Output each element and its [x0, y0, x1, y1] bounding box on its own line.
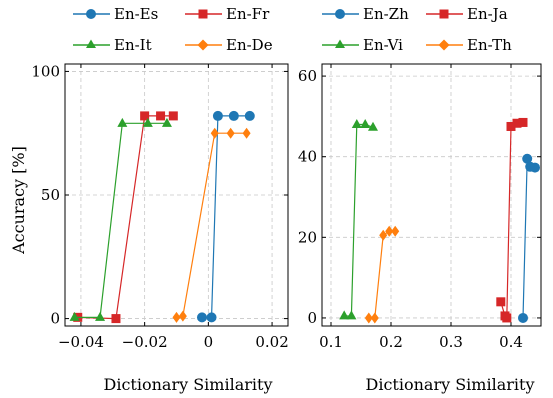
- legend-entry: En-Th: [426, 36, 512, 54]
- data-point: [161, 117, 172, 127]
- legend-label: En-Ja: [467, 5, 508, 23]
- x-tick-label: −0.04: [58, 333, 104, 351]
- y-tick-label: 40: [298, 148, 317, 166]
- x-tick-label: 0.4: [499, 333, 523, 351]
- legend-label: En-Th: [467, 36, 512, 54]
- data-point: [370, 312, 379, 324]
- data-point: [346, 310, 357, 320]
- y-tick-label: 0: [50, 310, 60, 328]
- square-marker-icon: [439, 9, 449, 19]
- data-point: [518, 312, 528, 323]
- data-point: [522, 153, 533, 164]
- data-point: [212, 110, 223, 121]
- x-axis-label-left: Dictionary Similarity: [104, 375, 273, 394]
- diamond-marker-icon: [197, 39, 209, 51]
- data-point: [379, 229, 388, 241]
- data-point: [496, 297, 506, 307]
- y-axis-label: Accuracy [%]: [9, 146, 28, 255]
- series-line-en-de: [176, 132, 247, 318]
- legend-label: En-It: [114, 36, 152, 54]
- x-tick-label: 0.02: [255, 333, 288, 351]
- data-point: [206, 312, 217, 323]
- data-point: [385, 225, 394, 237]
- series-line-en-vi: [344, 123, 374, 317]
- y-tick-label: 100: [31, 62, 60, 80]
- data-point: [530, 162, 540, 173]
- data-point: [142, 117, 153, 127]
- data-point: [178, 310, 187, 322]
- data-point: [95, 311, 106, 321]
- data-point: [228, 110, 239, 121]
- data-point: [360, 118, 371, 128]
- data-point: [226, 127, 235, 139]
- data-point: [196, 312, 207, 323]
- series-line-en-ja: [500, 121, 524, 320]
- triangle-marker-icon: [86, 39, 96, 48]
- data-point: [506, 121, 516, 131]
- x-axis-label-right: Dictionary Similarity: [366, 375, 535, 394]
- series-line-en-zh: [522, 158, 536, 318]
- data-point: [140, 111, 150, 121]
- circle-marker-icon: [86, 9, 96, 19]
- legend-right: En-Zh En-Ja En-Vi En-Th: [322, 5, 512, 54]
- data-point: [502, 313, 512, 323]
- data-point: [210, 127, 219, 139]
- data-point: [244, 110, 255, 121]
- legend-label: En-Vi: [363, 36, 403, 54]
- square-marker-icon: [198, 9, 208, 19]
- data-point: [111, 314, 121, 324]
- legend-entry: En-Vi: [322, 36, 403, 54]
- data-point: [242, 127, 251, 139]
- data-point: [351, 118, 362, 128]
- plot-panel-left: −0.04 −0.02 0 0.02 0 50 100: [31, 62, 288, 351]
- data-point: [512, 118, 522, 128]
- series-line-en-fr: [77, 115, 174, 320]
- y-tick-label: 0: [307, 309, 317, 327]
- plot-panel-right: 0.1 0.2 0.3 0.4 0 20 40 60: [298, 63, 542, 351]
- data-point: [518, 117, 528, 127]
- x-tick-label: −0.02: [122, 333, 168, 351]
- circle-marker-icon: [335, 9, 345, 19]
- legend-label: En-De: [226, 36, 273, 54]
- data-point: [368, 121, 378, 131]
- triangle-marker-icon: [335, 39, 345, 48]
- data-point: [156, 111, 166, 121]
- x-tick-label: 0.2: [379, 333, 403, 351]
- x-tick-label: 0.1: [319, 333, 343, 351]
- legend-label: En-Zh: [363, 5, 409, 23]
- y-tick-label: 60: [298, 67, 317, 85]
- data-point: [339, 310, 350, 320]
- legend-left: En-Es En-Fr En-It En-De: [73, 5, 273, 54]
- data-point: [168, 111, 178, 121]
- legend-entry: En-Zh: [322, 5, 409, 23]
- legend-entry: En-It: [73, 36, 152, 54]
- diamond-marker-icon: [438, 39, 450, 51]
- x-tick-label: 0.3: [439, 333, 463, 351]
- y-tick-label: 50: [41, 186, 60, 204]
- data-point: [117, 117, 128, 127]
- plot-frame: [321, 63, 542, 327]
- data-point: [69, 311, 80, 321]
- series-line-en-es: [201, 115, 250, 318]
- legend-entry: En-Fr: [185, 5, 270, 23]
- x-tick-label: 0: [204, 333, 214, 351]
- y-tick-label: 20: [298, 228, 317, 246]
- data-point: [172, 311, 181, 323]
- data-point: [364, 312, 373, 324]
- legend-entry: En-Ja: [426, 5, 508, 23]
- legend-entry: En-De: [185, 36, 273, 54]
- legend-entry: En-Es: [73, 5, 158, 23]
- legend-label: En-Fr: [226, 5, 270, 23]
- legend-label: En-Es: [114, 5, 158, 23]
- data-point: [391, 225, 400, 237]
